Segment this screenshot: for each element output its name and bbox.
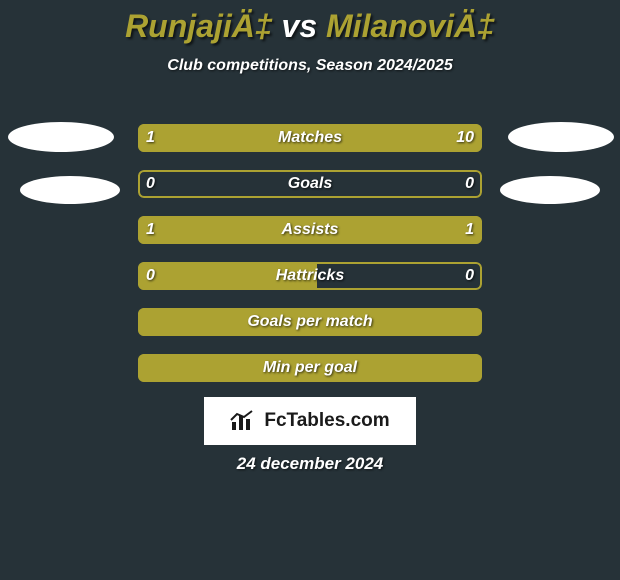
vs-text: vs	[282, 8, 318, 44]
bar-border	[138, 170, 482, 198]
bar-value-right: 0	[457, 262, 482, 290]
bar-fill-left	[138, 124, 196, 152]
bar-label: Goals	[138, 170, 482, 198]
subtitle: Club competitions, Season 2024/2025	[0, 57, 620, 75]
bar-value-left: 0	[138, 170, 163, 198]
bar-fill-left	[138, 354, 482, 382]
stat-bar-row: Assists11	[138, 216, 482, 244]
portrait-oval-0	[8, 122, 114, 152]
stat-bar-row: Matches110	[138, 124, 482, 152]
portrait-oval-3	[500, 176, 600, 204]
bar-fill-right	[196, 124, 482, 152]
bar-fill-left	[138, 262, 317, 290]
snapshot-date: 24 december 2024	[0, 454, 620, 474]
bar-fill-left	[138, 308, 482, 336]
stat-bar-row: Goals0 0	[138, 170, 482, 198]
stat-bar-row: Min per goal	[138, 354, 482, 382]
bar-fill-right	[310, 216, 482, 244]
player2-name: MilanoviÄ‡	[326, 8, 495, 44]
portrait-oval-1	[508, 122, 614, 152]
bar-fill-left	[138, 216, 310, 244]
stat-bar-row: Hattricks00	[138, 262, 482, 290]
portrait-oval-2	[20, 176, 120, 204]
stat-bars: Matches110Goals00Assists11Hattricks00Goa…	[138, 124, 482, 400]
player1-name: RunjajiÄ‡	[125, 8, 273, 44]
stat-bar-row: Goals per match	[138, 308, 482, 336]
comparison-title: RunjajiÄ‡ vs MilanoviÄ‡	[0, 0, 620, 45]
logo-text: FcTables.com	[264, 410, 389, 432]
fctables-logo: FcTables.com	[204, 397, 416, 445]
bar-value-right: 0	[457, 170, 482, 198]
logo-chart-icon	[230, 410, 258, 432]
